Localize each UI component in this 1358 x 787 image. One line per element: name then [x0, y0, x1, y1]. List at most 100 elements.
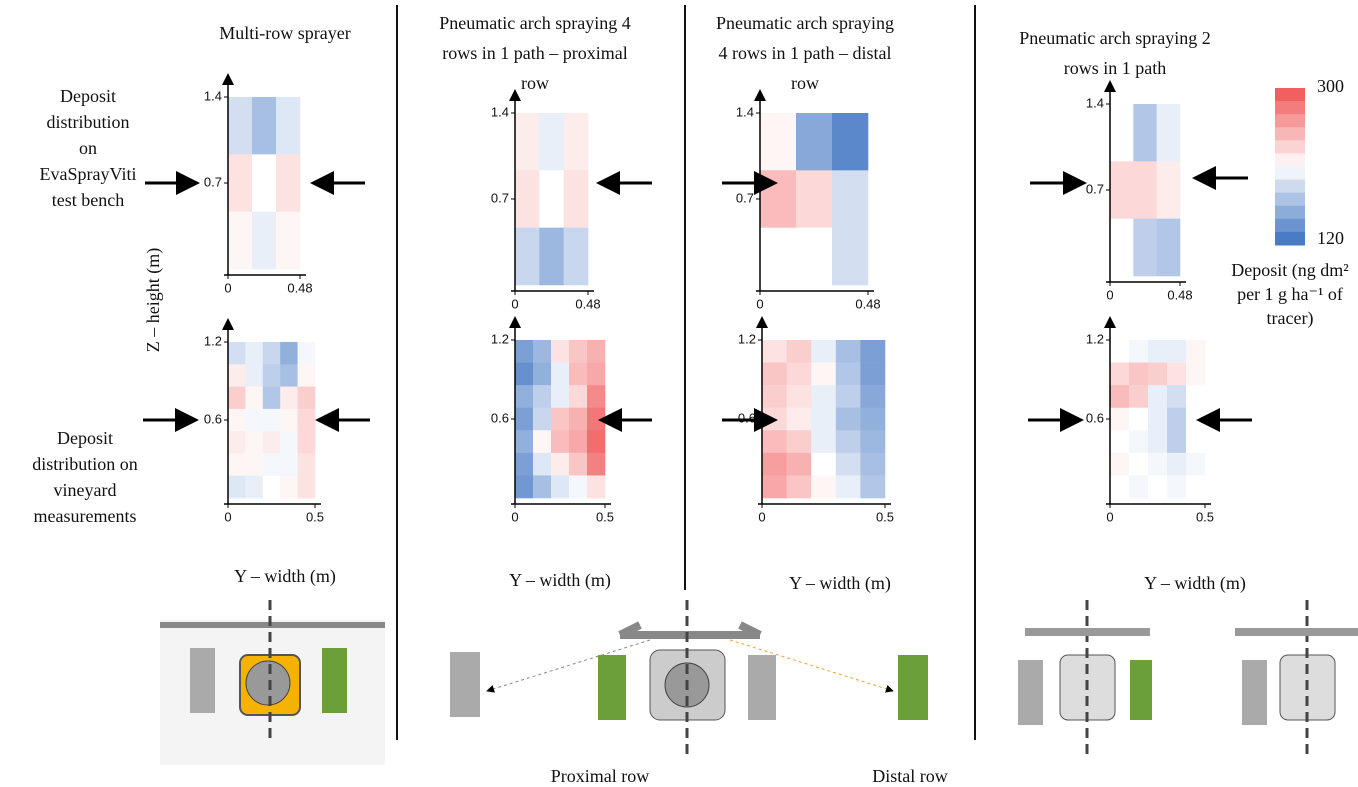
y-tick-label: 1.4 — [736, 104, 754, 119]
heat-cell — [1167, 475, 1187, 499]
heat-cell — [515, 430, 534, 454]
heat-cell — [762, 340, 787, 363]
x-axis-label: Y – width (m) — [789, 573, 891, 594]
heat-cell — [262, 364, 281, 387]
heat-cell — [262, 475, 281, 499]
heat-cell — [228, 431, 246, 454]
heat-cell — [252, 97, 277, 155]
x-tick-label: 0 — [511, 296, 518, 311]
heat-cell — [252, 211, 277, 270]
heat-cell — [245, 342, 264, 365]
colorbar-step — [1275, 205, 1305, 220]
heat-cell — [551, 340, 570, 363]
heat-cell — [1110, 452, 1130, 476]
heat-cell — [1167, 430, 1187, 454]
y-tick-label: 0.6 — [1086, 410, 1104, 425]
heat-cell — [1129, 362, 1149, 386]
heat-cell — [297, 408, 316, 432]
heat-cell — [1167, 362, 1187, 386]
heat-cell — [1156, 104, 1181, 162]
heat-cell — [1148, 407, 1168, 431]
heat-cell — [760, 170, 797, 228]
heat-cell — [228, 408, 246, 432]
heat-cell — [551, 430, 570, 454]
row-label: test bench — [52, 190, 124, 210]
heat-cell — [811, 452, 837, 476]
row — [1242, 660, 1267, 725]
heat-cell — [262, 342, 281, 365]
heat-cell — [1129, 340, 1149, 363]
heat-cell — [245, 453, 264, 477]
column-title: rows in 1 path – proximal — [442, 43, 627, 63]
schematics — [160, 600, 1358, 765]
heat-cell — [587, 340, 606, 363]
heat-cell — [276, 154, 301, 212]
heat-cell — [569, 407, 588, 431]
heat-cell — [1133, 218, 1157, 277]
heat-cell — [860, 340, 886, 363]
colorbar-step — [1275, 127, 1305, 141]
heat-cell — [569, 362, 588, 386]
heat-cell — [297, 364, 316, 387]
column-title: rows in 1 path — [1064, 58, 1167, 78]
heat-cell — [228, 154, 253, 212]
heat-cell — [533, 430, 552, 454]
y-tick-label: 1.4 — [1086, 95, 1104, 110]
heat-cell — [587, 362, 606, 386]
heat-cell — [569, 340, 588, 363]
y-tick-label: 1.4 — [204, 88, 222, 103]
heat-cell — [860, 452, 886, 476]
heat-cell — [280, 342, 298, 365]
column-title: Pneumatic arch spraying 2 — [1019, 28, 1210, 48]
y-tick-label: 1.4 — [491, 104, 509, 119]
heat-cell — [835, 452, 861, 476]
heat-cell — [539, 227, 564, 286]
heat-cell — [569, 475, 588, 499]
heat-cell — [811, 362, 837, 386]
row-label: EvaSprayViti — [40, 164, 137, 184]
heat-cell — [245, 408, 264, 432]
heat-cell — [762, 475, 787, 499]
colorbar-step — [1275, 88, 1305, 102]
x-axis-label: Y – width (m) — [1144, 573, 1246, 594]
heat-cell — [569, 385, 588, 409]
heat-cell — [563, 113, 589, 171]
y-tick-label: 0.7 — [491, 190, 509, 205]
y-tick-label: 0.6 — [491, 410, 509, 425]
heat-cell — [245, 364, 264, 387]
heat-cell — [811, 475, 837, 499]
heat-cell — [1133, 104, 1157, 162]
heat-cell — [551, 385, 570, 409]
heat-cell — [832, 170, 869, 228]
row-label: Deposit — [60, 86, 116, 106]
row — [450, 652, 480, 717]
x-axis-label: Y – width (m) — [509, 570, 611, 591]
y-tick-label: 1.2 — [204, 333, 222, 348]
heat-cell — [835, 475, 861, 499]
heat-cell — [796, 227, 833, 286]
colorbar-label: Deposit (ng dm² — [1231, 260, 1348, 281]
row-label: distribution — [46, 112, 129, 132]
heat-cell — [1110, 407, 1130, 431]
heat-cell — [228, 211, 253, 270]
colorbar-tick-label: 300 — [1317, 76, 1344, 96]
heat-cell — [760, 113, 797, 171]
heat-cell — [587, 385, 606, 409]
heat-cell — [533, 475, 552, 499]
separators — [396, 5, 976, 740]
heat-cell — [1133, 161, 1157, 219]
row — [322, 648, 347, 713]
heat-cell — [515, 170, 540, 228]
heat-cell — [280, 386, 298, 410]
heat-cell — [1129, 475, 1149, 499]
heat-cell — [1110, 340, 1130, 363]
row — [598, 655, 626, 720]
heat-cell — [786, 385, 812, 409]
heat-cell — [262, 386, 281, 410]
column-title: row — [791, 73, 819, 93]
heat-cell — [762, 452, 787, 476]
heat-cell — [276, 97, 301, 155]
y-tick-label: 0.7 — [1086, 181, 1104, 196]
heat-cell — [297, 386, 316, 410]
